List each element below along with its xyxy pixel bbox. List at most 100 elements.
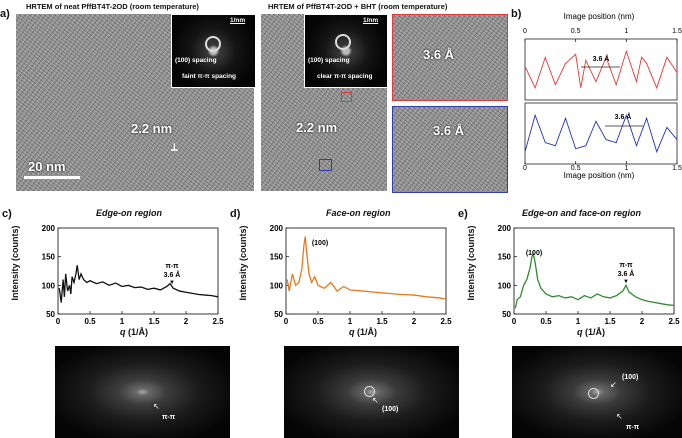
tem-image-neat: 1/nm (100) spacing faint π-π spacing 2.2… [16, 14, 256, 191]
x-tick-label: 1 [348, 317, 353, 326]
fft-inset-neat: 1/nm (100) spacing faint π-π spacing [171, 14, 256, 88]
fft-inset-neat-unit: 1/nm [230, 17, 246, 24]
spectrum-series [286, 236, 447, 300]
x-tick-label: 1 [576, 317, 581, 326]
y-tick-label: 200 [270, 224, 284, 233]
x-tick-label: 2.5 [212, 317, 224, 326]
panel-c-xlabel-q: q [120, 327, 126, 337]
panel-e-plot: 50 100 150 200 0 0.5 1 1.5 2 2.5 [498, 224, 680, 326]
fft-inset-bht-unit: 1/nm [363, 17, 379, 24]
panel-b-tick-label: 1 [624, 165, 628, 172]
panel-b-tick-label: 1.5 [672, 165, 682, 172]
panel-e-annot-100: (100) [526, 250, 542, 257]
panel-e-xlabel-q: q [577, 327, 583, 337]
fft-image-c: π-π ↖ [55, 346, 230, 438]
tem-image-bht: 1/nm (100) spacing clear π-π spacing 2.2… [261, 14, 388, 191]
arrow-down-icon: ▼ [623, 279, 629, 285]
panel-e-xlabel: q (1/Å) [577, 327, 605, 337]
panel-e-annot-pi: π-π [619, 262, 633, 269]
panel-d-annot-100: (100) [312, 240, 328, 247]
y-tick-label: 150 [42, 253, 56, 262]
panel-d-xlabel: q (1/Å) [349, 327, 377, 337]
x-tick-label: 1.5 [148, 317, 160, 326]
panel-b-tick-label: 1 [624, 28, 628, 35]
y-tick-label: 50 [274, 310, 283, 319]
x-tick-label: 2 [640, 317, 645, 326]
panel-b-bottom-frame [524, 102, 678, 165]
y-tick-label: 150 [270, 253, 284, 262]
fft-inset-bht: 1/nm (100) spacing clear π-π spacing [304, 14, 388, 88]
panel-c-xlabel-unit: (1/Å) [125, 327, 148, 337]
panel-e-title: Edge-on and face-on region [522, 208, 642, 218]
fft-image-d: (100) ↖ [284, 346, 459, 438]
x-tick-label: 0 [284, 317, 289, 326]
y-tick-label: 50 [46, 310, 55, 319]
x-tick-label: 0.5 [312, 317, 324, 326]
panel-b-bottom-annot: 3.6 Å [615, 112, 632, 121]
x-tick-label: 2.5 [440, 317, 452, 326]
spectrum-series [514, 251, 675, 309]
panel-b-tick-label: 0.5 [571, 165, 581, 172]
x-tick-label: 2 [184, 317, 189, 326]
fft-image-e: (100) ↙ π-π ↖ [512, 346, 682, 438]
x-tick-label: 2 [412, 317, 417, 326]
ring-icon [335, 34, 351, 50]
panel-e-xlabel-unit: (1/Å) [582, 327, 605, 337]
zoom-red: 3.6 Å [392, 14, 508, 101]
zoom-blue: 3.6 Å [392, 106, 508, 193]
panel-c-label: c) [2, 208, 12, 220]
arrow-icon: ↙ [610, 380, 617, 389]
fft-e-label-pi: π-π [626, 424, 640, 431]
y-tick-label: 100 [42, 281, 56, 290]
x-tick-label: 0.5 [84, 317, 96, 326]
x-tick-label: 1 [120, 317, 125, 326]
panel-b-tick-label: 0 [523, 28, 527, 35]
ring-icon [205, 36, 221, 52]
y-tick-label: 100 [498, 281, 512, 290]
fft-inset-bht-spacing: (100) spacing [308, 57, 350, 64]
fft-c-label: π-π [162, 414, 176, 421]
panel-e-annot-dist: 3.6 Å [618, 269, 635, 278]
arrow-icon: ↖ [372, 396, 379, 405]
panel-b-tick-label: 0 [523, 165, 527, 172]
panel-b-bottom-xlabel: Image position (nm) [564, 171, 635, 180]
x-tick-label: 1.5 [604, 317, 616, 326]
fft-d-label: (100) [382, 406, 399, 413]
panel-a-label: a) [0, 8, 10, 20]
panel-a-left-title: HRTEM of neat PffBT4T-2OD (room temperat… [26, 2, 199, 11]
panel-b-charts: Image position (nm) 0 0.5 1 1.5 3.6 Å 3.6 Å… [523, 12, 682, 180]
y-tick-label: 100 [270, 281, 284, 290]
panel-b-bottom-series [524, 113, 678, 154]
panel-b-top-series [524, 49, 678, 90]
panel-b-top-xlabel: Image position (nm) [564, 12, 635, 21]
ring-icon [588, 388, 599, 399]
plot-frame [57, 227, 219, 315]
panel-c-ylabel: Intensity (counts) [10, 225, 20, 301]
measure-marker-icon: ⟂ [171, 142, 178, 153]
panel-c-title: Edge-on region [96, 208, 162, 218]
panel-c-plot: 50 100 150 200 0 0.5 1 1.5 2 2.5 [42, 224, 224, 326]
panel-a-right-title: HRTEM of PffBT4T-2OD + BHT (room tempera… [268, 2, 448, 11]
panel-b-tick-label: 0.5 [571, 28, 581, 35]
panel-b-top-annot: 3.6 Å [593, 54, 610, 63]
x-tick-label: 1.5 [376, 317, 388, 326]
plot-frame [285, 227, 447, 315]
y-tick-label: 150 [498, 253, 512, 262]
panel-d-xlabel-q: q [349, 327, 355, 337]
scale-bar-label: 20 nm [28, 159, 66, 174]
x-tick-label: 0 [512, 317, 517, 326]
zoom-red-measure: 3.6 Å [423, 47, 455, 62]
panel-d-xlabel-unit: (1/Å) [354, 327, 377, 337]
panel-d-label: d) [230, 208, 241, 220]
fft-inset-bht-pi: clear π-π spacing [317, 73, 373, 80]
y-tick-label: 200 [42, 224, 56, 233]
scale-bar [24, 176, 80, 179]
panel-c-annot-pi: π-π [165, 263, 179, 270]
fft-e-label-100: (100) [622, 374, 639, 381]
x-tick-label: 2.5 [668, 317, 680, 326]
panel-c-xlabel: q (1/Å) [120, 327, 148, 337]
y-tick-label: 50 [502, 310, 511, 319]
x-tick-label: 0.5 [540, 317, 552, 326]
left-measure: 2.2 nm [131, 121, 173, 136]
arrow-icon: ↖ [616, 412, 623, 421]
